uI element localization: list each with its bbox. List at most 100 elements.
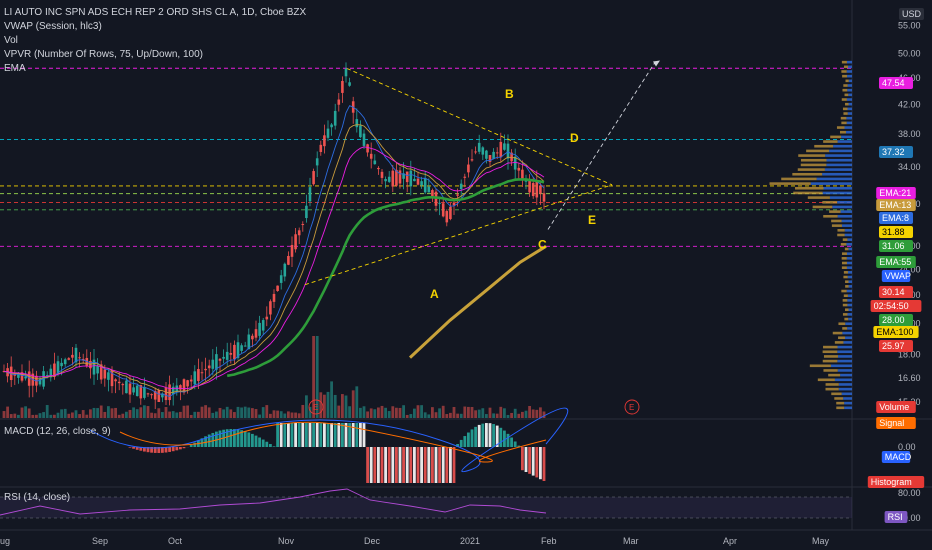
volume-profile-group [769, 60, 852, 410]
macd-bar [521, 447, 524, 471]
profile-bar [769, 182, 811, 185]
profile-bar [848, 317, 852, 321]
candle-body [369, 153, 373, 159]
volume-bar [89, 409, 92, 418]
price-tag-box [867, 476, 925, 488]
macd-bar [333, 423, 337, 447]
macd-bar [495, 425, 499, 447]
volume-bar [333, 394, 337, 418]
volume-bar [63, 408, 67, 418]
profile-bar [837, 355, 852, 358]
volume-bar [189, 414, 193, 418]
price-axis-tick: 50.00 [898, 48, 921, 58]
macd-bar [312, 423, 315, 447]
candle-body [215, 354, 218, 370]
profile-bar [828, 373, 841, 377]
volume-bar [35, 414, 38, 418]
macd-bar [413, 447, 416, 483]
volume-bar [449, 412, 452, 418]
volume-bar [395, 407, 398, 418]
ema-legend[interactable]: EMA [4, 63, 26, 74]
candle-body [197, 368, 200, 382]
profile-bar [829, 210, 841, 213]
ema8-line [3, 105, 545, 397]
profile-bar [834, 378, 852, 382]
volume-bar [114, 407, 117, 418]
price-tag-box [879, 286, 913, 298]
volume-bar [258, 414, 261, 418]
volume-bar [377, 407, 380, 418]
macd-bar [542, 447, 546, 481]
candle-body [377, 167, 380, 170]
wave-label: A [430, 287, 439, 301]
profile-bar [844, 406, 852, 410]
profile-bar [841, 121, 847, 125]
candle-body [380, 171, 384, 178]
macd-bar [369, 447, 373, 483]
profile-bar [809, 364, 831, 368]
candle-body [427, 186, 431, 193]
candle-body [189, 379, 193, 382]
profile-bar [843, 294, 848, 298]
volume-bar [13, 413, 17, 418]
profile-bar [842, 238, 848, 241]
volume-bar [42, 412, 45, 418]
volume-bar [470, 406, 474, 418]
price-tag-box [876, 187, 916, 199]
volume-bar [308, 406, 312, 418]
price-tag-box [876, 417, 916, 429]
volume-bar [2, 411, 6, 418]
candle-body [395, 169, 398, 186]
profile-bar [823, 355, 838, 358]
profile-bar [844, 401, 852, 405]
profile-bar [822, 200, 838, 204]
profile-bar [793, 191, 823, 195]
volume-bar [179, 411, 182, 418]
candle-body [60, 362, 63, 367]
candle-body [175, 385, 179, 393]
volume-bar [96, 408, 99, 418]
volume-bar [337, 405, 341, 418]
time-axis-label: 2021 [460, 536, 480, 546]
volume-bar [233, 412, 236, 418]
volume-bar [279, 411, 283, 418]
volume-bar [200, 406, 204, 418]
currency-button[interactable]: USD [898, 8, 924, 20]
volume-bar [31, 414, 35, 418]
candle-body [243, 345, 247, 347]
price-tag-macd: MACD [881, 451, 912, 463]
vol-legend[interactable]: Vol [4, 35, 18, 46]
macd-legend[interactable]: MACD (12, 26, close, 9) [4, 426, 111, 437]
candle-body [452, 202, 456, 206]
macd-bar [189, 444, 193, 447]
profile-bar [810, 182, 852, 185]
volume-bar [222, 409, 225, 418]
volume-bar [485, 414, 488, 418]
candle-body [459, 183, 463, 190]
time-axis-label: Nov [278, 536, 295, 546]
price-tag-label: EMA:13 [879, 200, 911, 210]
volume-bar [38, 413, 42, 418]
profile-bar [836, 401, 845, 405]
macd-bar [387, 447, 391, 483]
macd-bar [236, 429, 240, 447]
volume-bar [539, 407, 542, 418]
vwap-legend[interactable]: VWAP (Session, hlc3) [4, 21, 102, 32]
rsi-legend[interactable]: RSI (14, close) [4, 492, 71, 503]
profile-bar [843, 112, 848, 115]
volume-bar [139, 407, 143, 418]
volume-bar [17, 414, 20, 418]
volume-bar [506, 414, 510, 418]
volume-bar [387, 411, 391, 418]
symbol-title[interactable]: LI AUTO INC SPN ADS ECH REP 2 ORD SHS CL… [4, 7, 307, 18]
volume-bar [186, 405, 189, 418]
price-tag-47-54: 47.54 [879, 77, 913, 89]
candle-body [402, 173, 405, 179]
candle-body [38, 379, 42, 385]
candle-body [488, 155, 492, 162]
vpvr-legend[interactable]: VPVR (Number Of Rows, 75, Up/Down, 100) [4, 49, 203, 60]
candle-body [17, 372, 20, 378]
profile-bar [837, 359, 852, 363]
candle-body [157, 390, 161, 402]
